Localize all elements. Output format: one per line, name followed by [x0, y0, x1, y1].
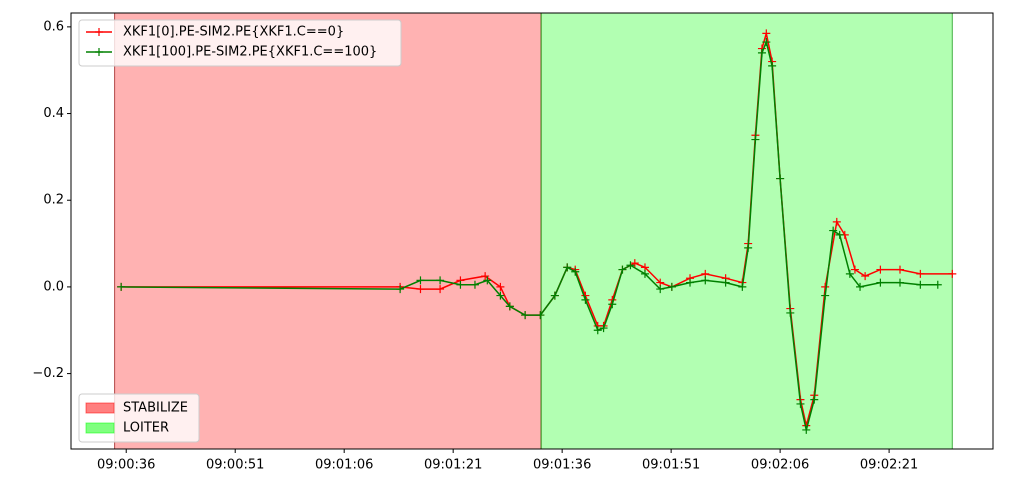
marker — [686, 278, 695, 287]
legend-label: LOITER — [123, 421, 169, 436]
marker — [757, 48, 766, 57]
marker — [933, 280, 942, 289]
legend-marker — [95, 28, 103, 36]
marker — [481, 272, 490, 281]
marker — [701, 276, 710, 285]
marker — [896, 278, 905, 287]
marker — [796, 399, 805, 408]
legend: XKF1[0].PE-SIM2.PE{XKF1.C==0} XKF1[100].P… — [78, 19, 402, 67]
legend-label: STABILIZE — [123, 401, 188, 416]
marker — [821, 282, 830, 291]
legend-marker — [95, 48, 103, 56]
marker — [856, 282, 865, 291]
marker — [916, 280, 925, 289]
marker — [744, 243, 753, 252]
y-tick-label: 0.4 — [43, 106, 64, 121]
marker — [832, 217, 841, 226]
marker — [550, 291, 559, 300]
marker — [563, 263, 572, 272]
x-tick-label: 09:02:06 — [751, 458, 809, 473]
y-tick-label: 0.0 — [43, 279, 64, 294]
marker — [876, 265, 885, 274]
marker — [896, 265, 905, 274]
marker — [738, 282, 747, 291]
marker — [470, 280, 479, 289]
series-line — [121, 39, 938, 431]
marker — [117, 282, 126, 291]
legend-label: XKF1[100].PE-SIM2.PE{XKF1.C==100} — [123, 45, 377, 60]
marker — [835, 230, 844, 239]
legend-patch — [85, 402, 115, 414]
marker — [751, 135, 760, 144]
region — [540, 12, 953, 450]
marker — [608, 300, 617, 309]
marker — [850, 265, 859, 274]
marker — [762, 29, 771, 38]
marker — [581, 295, 590, 304]
marker — [768, 61, 777, 70]
x-tick-label: 09:01:21 — [424, 458, 482, 473]
marker — [821, 291, 830, 300]
region — [114, 12, 542, 450]
x-tick-label: 09:00:51 — [206, 458, 264, 473]
marker — [786, 308, 795, 317]
marker — [416, 285, 425, 294]
legend: STABILIZE LOITER — [78, 393, 200, 443]
marker — [436, 276, 445, 285]
legend-patch — [85, 422, 115, 434]
x-tick-label: 09:00:36 — [97, 458, 155, 473]
x-tick-label: 09:01:51 — [642, 458, 700, 473]
marker — [829, 226, 838, 235]
marker — [521, 311, 530, 320]
marker — [396, 285, 405, 294]
marker — [861, 272, 870, 281]
marker — [640, 269, 649, 278]
marker — [483, 276, 492, 285]
x-tick-label: 09:01:06 — [315, 458, 373, 473]
marker — [776, 174, 785, 183]
y-tick-label: 0.6 — [43, 19, 64, 34]
marker — [593, 326, 602, 335]
marker — [618, 265, 627, 274]
x-tick-label: 09:01:36 — [533, 458, 591, 473]
axes-frame — [70, 12, 994, 450]
marker — [496, 282, 505, 291]
marker — [810, 395, 819, 404]
marker — [762, 38, 771, 47]
y-tick-label: −0.2 — [32, 366, 64, 381]
marker — [667, 282, 676, 291]
legend-label: XKF1[0].PE-SIM2.PE{XKF1.C==0} — [123, 25, 344, 40]
marker — [630, 259, 639, 268]
marker — [802, 425, 811, 434]
marker — [626, 261, 635, 270]
marker — [536, 311, 545, 320]
marker — [456, 280, 465, 289]
marker — [599, 324, 608, 333]
marker — [416, 276, 425, 285]
legend-box — [78, 19, 402, 67]
marker — [505, 302, 514, 311]
marker — [845, 269, 854, 278]
marker — [496, 291, 505, 300]
y-tick-label: 0.2 — [43, 193, 64, 208]
marker — [916, 269, 925, 278]
marker — [436, 285, 445, 294]
marker — [876, 278, 885, 287]
x-tick-label: 09:02:21 — [860, 458, 918, 473]
marker — [656, 285, 665, 294]
marker — [571, 267, 580, 276]
marker — [948, 269, 957, 278]
marker — [721, 278, 730, 287]
